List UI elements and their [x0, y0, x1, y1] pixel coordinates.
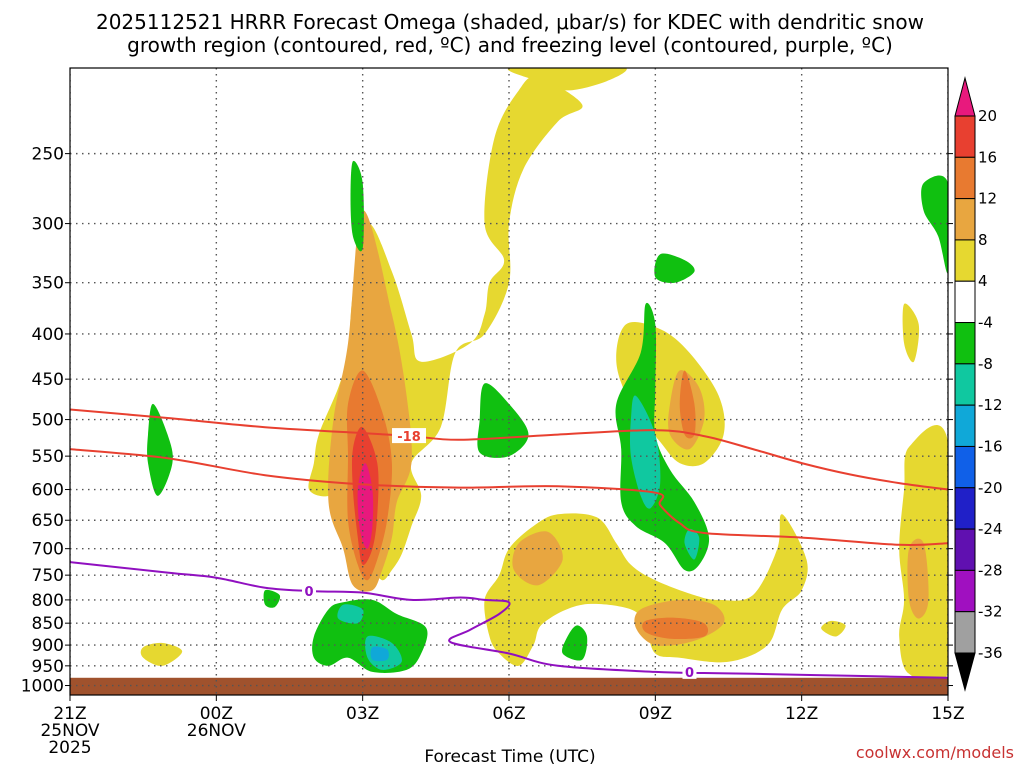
freezing-contour-label: 0: [304, 585, 313, 600]
y-tick-label: 600: [32, 481, 64, 501]
omega-shade-region: [821, 620, 846, 637]
omega-shade-region: [507, 68, 627, 91]
colorbar-label: 16: [978, 148, 997, 166]
omega-shade-region: [350, 160, 364, 252]
dgz-lower-contour: [70, 448, 948, 547]
omega-shade-region: [902, 303, 920, 363]
x-tick-label: 09Z: [639, 704, 672, 724]
plot-inner: -18 0 0: [70, 68, 948, 695]
colorbar-label: 20: [978, 107, 997, 125]
x-tick-label: 03Z: [346, 704, 379, 724]
colorbar-label: 4: [978, 272, 988, 290]
omega-shade-region: [562, 625, 588, 661]
dgz-upper-contour: [70, 408, 948, 491]
y-tick-label: 650: [32, 511, 64, 531]
dgz-contour-label: -18: [397, 430, 421, 445]
colorbar-label: -20: [978, 479, 1003, 497]
x-tick-label: 06Z: [492, 704, 525, 724]
colorbar-swatch: [954, 445, 976, 489]
colorbar-swatch: [954, 528, 976, 571]
credit-link[interactable]: coolwx.com/models: [856, 743, 1014, 762]
y-tick-label: 750: [32, 566, 64, 586]
chart-title-line1: 2025112521 HRRR Forecast Omega (shaded, …: [96, 10, 924, 34]
colorbar-swatch: [954, 363, 976, 406]
omega-shade-region: [147, 403, 173, 496]
colorbar-top-arrow: [954, 76, 976, 117]
x-tick-label: 15Z: [931, 704, 964, 724]
colorbar-label: -12: [978, 396, 1003, 414]
dgz-contour-label-bg: [392, 428, 427, 444]
omega-shade-region: [140, 642, 183, 666]
colorbar-bottom-arrow: [954, 652, 976, 692]
colorbar-swatch: [954, 198, 976, 241]
y-tick-label: 450: [32, 370, 64, 390]
y-tick-label: 350: [32, 274, 64, 294]
omega-shade-region: [679, 370, 696, 439]
chart-title-line2: growth region (contoured, red, ºC) and f…: [127, 33, 893, 57]
y-tick-label: 1000: [21, 677, 64, 697]
colorbar-label: -32: [978, 603, 1003, 621]
freezing-contour-label: 0: [685, 666, 694, 681]
freezing-level-contour: [70, 561, 948, 679]
y-tick-label: 300: [32, 215, 64, 235]
colorbar-label: -4: [978, 314, 993, 332]
colorbar-label: -16: [978, 437, 1003, 455]
omega-shade-region: [370, 646, 389, 662]
y-tick-label: 850: [32, 614, 64, 634]
y-axis: 2503003504004505005506006507007508008509…: [21, 145, 953, 697]
x-axis-label: Forecast Time (UTC): [424, 747, 595, 767]
y-tick-label: 250: [32, 145, 64, 165]
colorbar-label: -28: [978, 561, 1003, 579]
omega-shade-region: [263, 589, 281, 608]
colorbar-label: -24: [978, 520, 1003, 538]
y-tick-label: 950: [32, 657, 64, 677]
y-tick-label: 400: [32, 325, 64, 345]
omega-shade-region: [615, 302, 710, 572]
omega-shade-region: [512, 531, 563, 586]
x-tick-label: 00Z: [200, 704, 233, 724]
colorbar-label: -8: [978, 355, 993, 373]
y-tick-label: 800: [32, 591, 64, 611]
freezing-contour-label-bg: [302, 583, 317, 599]
colorbar-swatch: [954, 239, 976, 282]
y-tick-label: 900: [32, 636, 64, 656]
plot-area: -18 0 0: [69, 67, 949, 696]
freezing-contour-label-bg: [682, 663, 697, 679]
x-tick-label: 21Z: [53, 704, 86, 724]
colorbar-swatch: [954, 156, 976, 200]
colorbar-swatch: [954, 569, 976, 613]
omega-shade-region: [484, 513, 808, 666]
colorbar-swatch: [954, 487, 976, 530]
omega-shade-region: [684, 528, 700, 560]
omega-shade-region: [629, 395, 661, 509]
x-tick-label: 26NOV: [187, 721, 246, 741]
omega-shade-region: [907, 538, 929, 619]
colorbar-swatch: [954, 404, 976, 447]
y-tick-label: 700: [32, 540, 64, 560]
x-tick-label: 2025: [48, 738, 91, 758]
colorbar-swatch: [954, 611, 976, 654]
omega-shade-region: [337, 604, 364, 624]
y-tick-label: 550: [32, 447, 64, 467]
colorbar-label: 12: [978, 190, 997, 208]
x-tick-label: 12Z: [785, 704, 818, 724]
colorbar-swatch: [954, 115, 976, 158]
omega-shade-region: [654, 253, 695, 283]
colorbar-label: -36: [978, 644, 1003, 662]
colorbar-swatch: [954, 322, 976, 365]
x-tick-label: 25NOV: [40, 721, 99, 741]
colorbar-label: 8: [978, 231, 988, 249]
y-tick-label: 500: [32, 411, 64, 431]
colorbar: 20 16 12 8 4 -4 -8 -12 -16 -20 -24 -28 -32 -36: [954, 76, 1003, 692]
colorbar-swatch: [954, 280, 976, 324]
